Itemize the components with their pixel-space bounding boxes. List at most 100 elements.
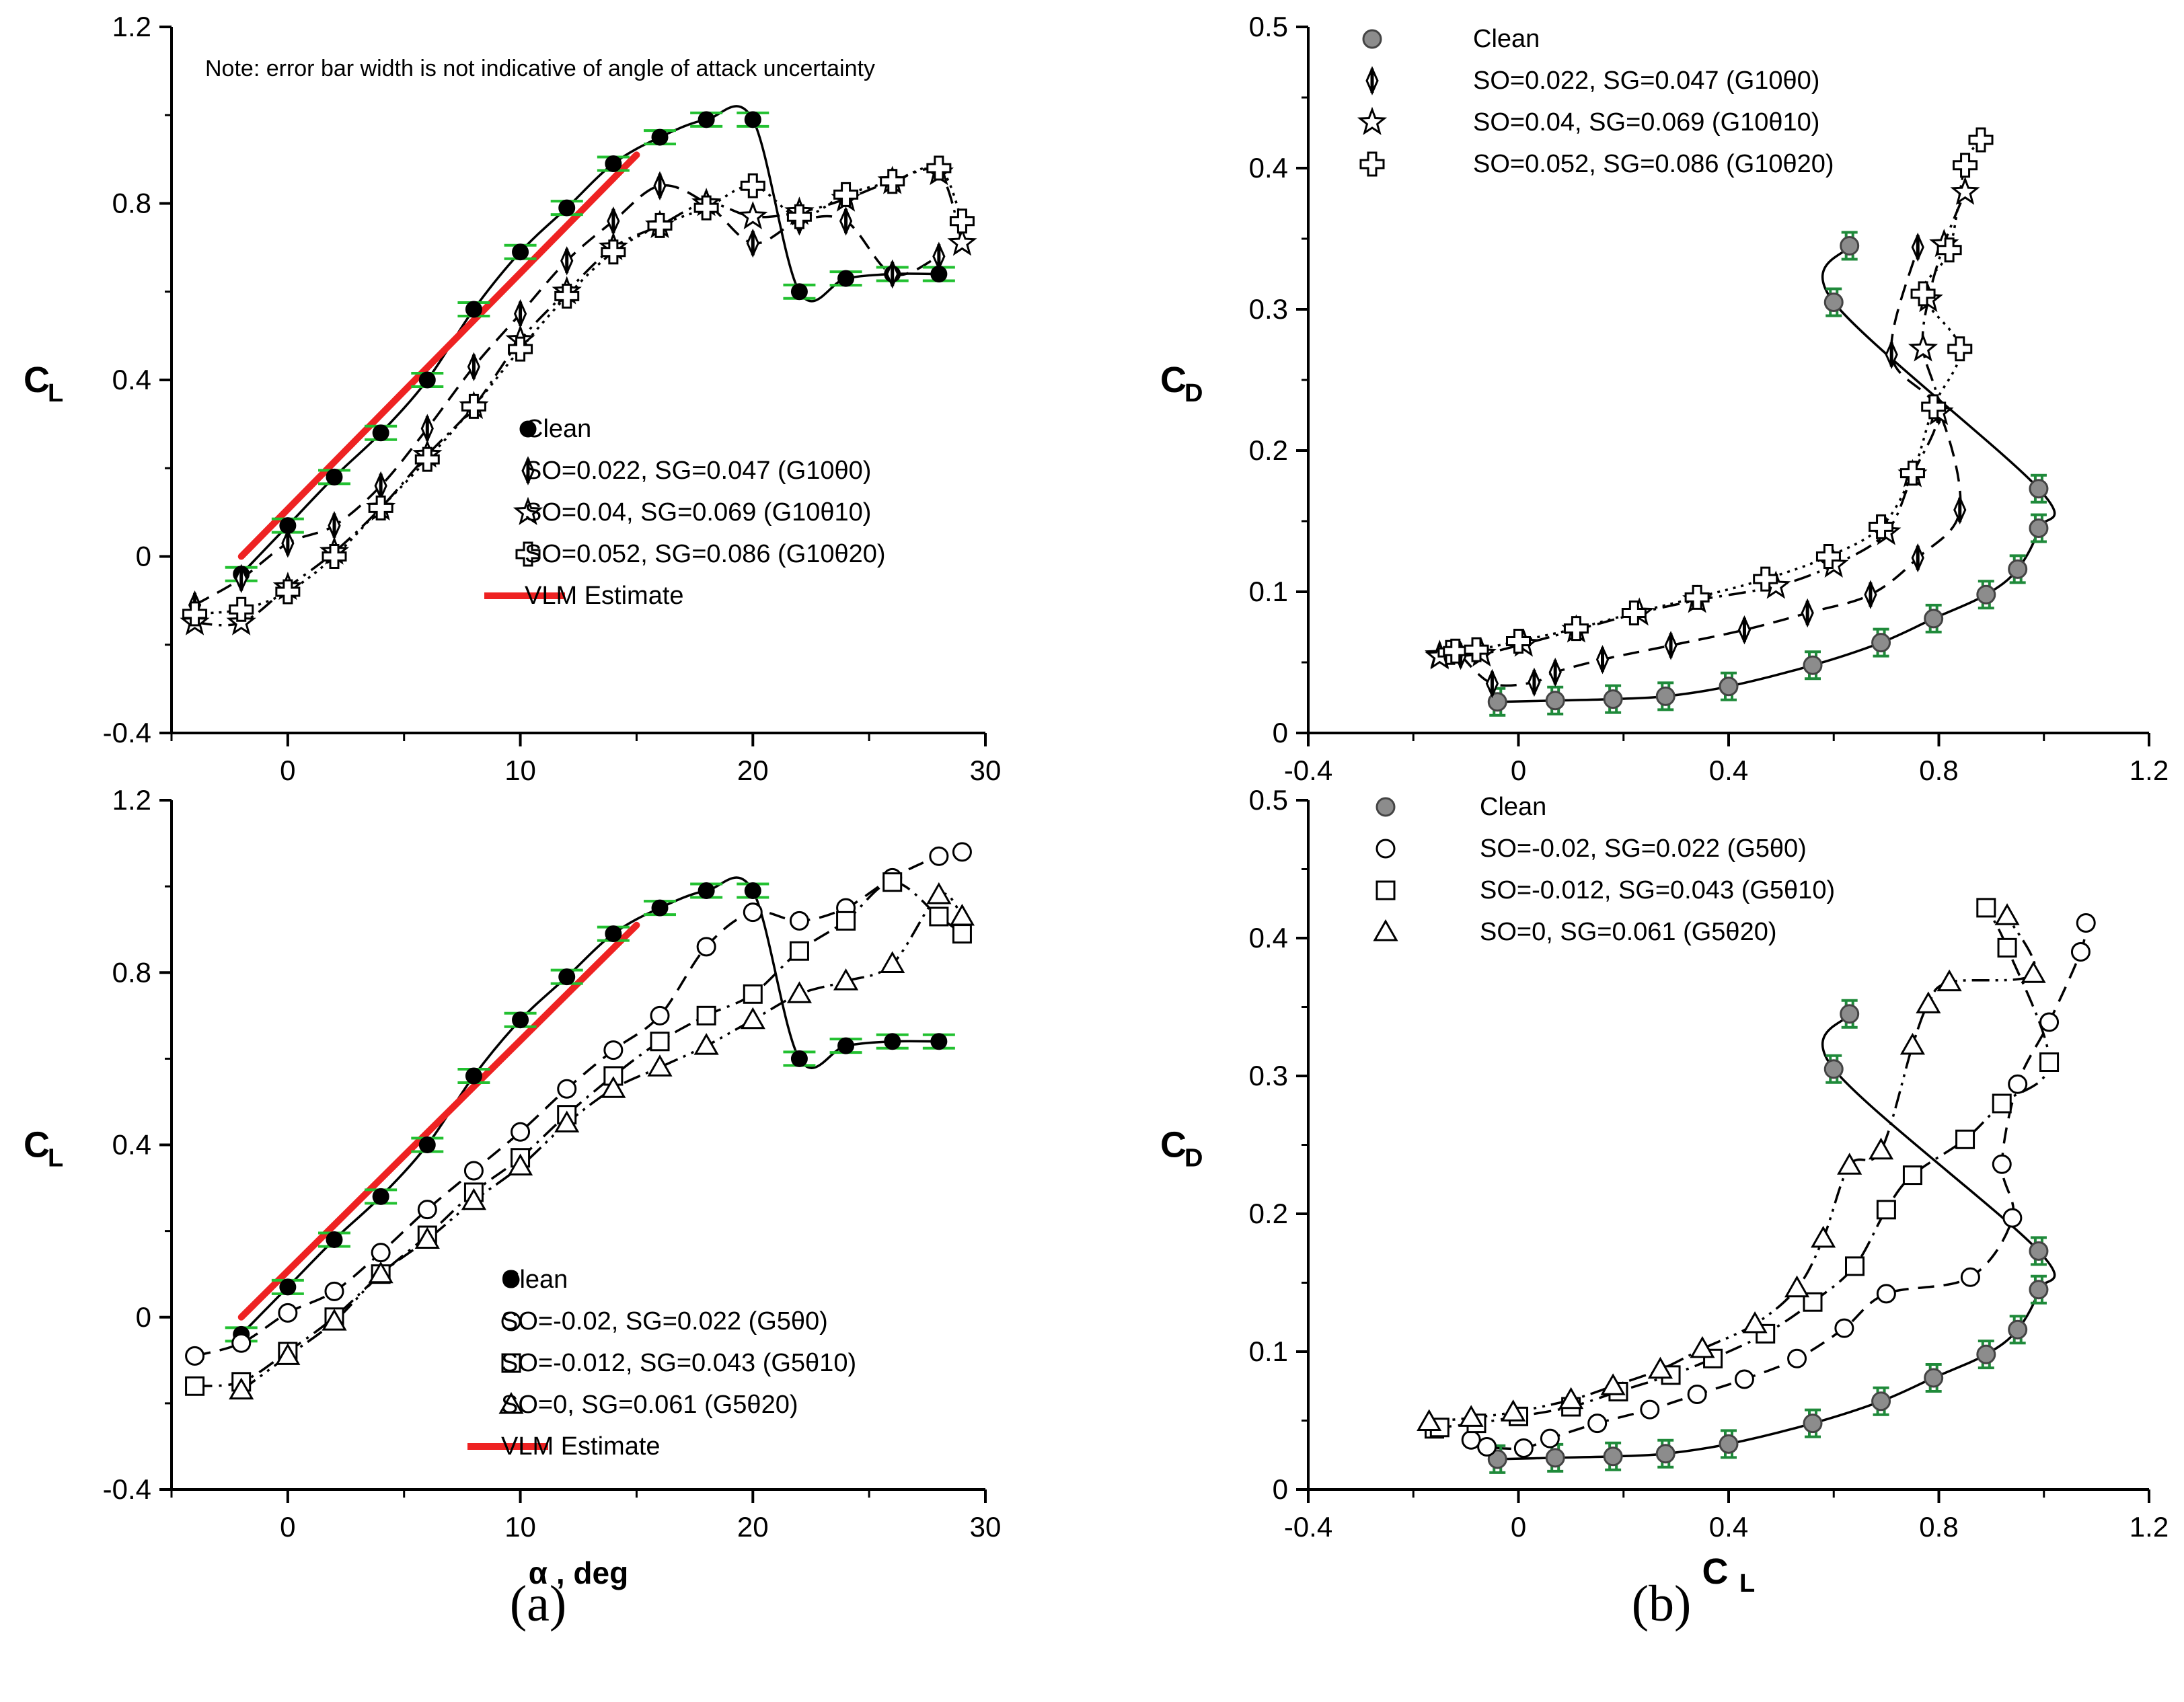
data-point	[603, 1040, 624, 1060]
series-line-1	[1460, 247, 1962, 687]
data-point	[372, 1188, 389, 1205]
y-tick-label: 0.4	[112, 1129, 151, 1161]
data-point	[789, 911, 809, 931]
y-axis-label: C	[24, 360, 50, 400]
legend-label: Clean	[501, 1266, 568, 1294]
data-point	[557, 1079, 577, 1099]
data-point	[698, 882, 715, 900]
data-point	[461, 393, 486, 419]
data-point	[2008, 1074, 2028, 1094]
data-point	[1487, 692, 1507, 712]
data-point	[1924, 609, 1944, 629]
data-point	[558, 199, 576, 217]
data-point	[1640, 1399, 1660, 1420]
data-point	[465, 1067, 482, 1085]
data-point	[650, 1005, 670, 1026]
data-point	[1924, 1368, 1944, 1388]
data-point	[1921, 394, 1947, 420]
data-point	[1600, 1373, 1626, 1395]
legend: Clean SO=0.022, SG=0.047 (G10θ0) SO=0.04, …	[484, 415, 886, 610]
data-point	[1953, 153, 1978, 178]
data-point	[558, 968, 576, 986]
data-point	[1540, 1428, 1560, 1448]
y-tick-label: 1.2	[112, 11, 151, 42]
data-point	[647, 212, 673, 238]
data-point	[930, 1033, 948, 1050]
y-tick-label: 0	[136, 1301, 151, 1333]
data-point	[418, 371, 436, 389]
data-point	[371, 1243, 391, 1263]
data-point	[696, 937, 716, 957]
x-tick-label: 0.4	[1709, 1511, 1748, 1543]
data-point	[1910, 281, 1936, 307]
series-line-0	[240, 876, 939, 1336]
x-tick-label: 1.2	[2130, 1511, 2169, 1543]
data-point	[1976, 898, 1996, 918]
chart-panel-a-top: -0.4 0 0.4 0.8 1.2 0 10 20 30 CL Clean SO=0.022, SG…	[24, 11, 1001, 786]
y-tick-label: -0.4	[103, 717, 151, 748]
y-tick-label: 0.8	[112, 188, 151, 219]
data-point	[322, 1309, 347, 1331]
x-axis-label: C	[1702, 1551, 1729, 1592]
y-tick-label: 0.2	[1249, 434, 1288, 466]
data-point	[1936, 237, 1962, 263]
data-point	[1837, 1153, 1862, 1175]
data-point	[1899, 461, 1925, 486]
data-point	[1558, 1387, 1584, 1409]
x-tick-label: 1.2	[2130, 755, 2169, 786]
data-point	[1803, 1414, 1823, 1434]
legend-label: SO=0.052, SG=0.086 (G10θ20)	[1473, 150, 1834, 178]
data-point	[786, 204, 812, 229]
data-point	[744, 882, 761, 900]
data-point	[833, 182, 859, 207]
data-point	[1464, 637, 1489, 662]
series-line-0	[240, 105, 939, 575]
data-point	[279, 1278, 297, 1296]
data-point	[1840, 236, 1860, 256]
series-line-3	[1429, 915, 2037, 1424]
data-point	[1968, 127, 1994, 153]
data-point	[229, 596, 254, 622]
data-point	[884, 1033, 901, 1050]
legend-marker	[513, 496, 543, 525]
data-point	[324, 1281, 344, 1301]
data-point	[326, 1231, 343, 1248]
legend-marker	[1362, 29, 1382, 49]
data-point	[1687, 1385, 1707, 1405]
data-point	[465, 301, 482, 318]
data-point	[229, 1377, 254, 1400]
x-tick-label: 0.8	[1919, 1511, 1958, 1543]
data-point	[231, 1333, 252, 1353]
legend-label: SO=0.052, SG=0.086 (G10θ20)	[525, 540, 886, 568]
x-tick-label: 10	[504, 755, 536, 786]
legend-marker	[501, 1311, 521, 1331]
data-point	[926, 155, 952, 181]
data-point	[698, 111, 715, 128]
legend-label: Clean	[525, 415, 591, 443]
data-point	[786, 981, 813, 1003]
data-point	[2029, 479, 2049, 499]
legend-label: SO=0.022, SG=0.047 (G10θ0)	[1473, 67, 1819, 95]
legend-marker	[519, 420, 537, 438]
y-tick-label: 0.2	[1249, 1198, 1288, 1229]
data-point	[1487, 1449, 1507, 1469]
data-point	[740, 1007, 765, 1030]
data-point	[1563, 616, 1589, 642]
x-tick-label: 20	[737, 1511, 769, 1543]
data-point	[880, 951, 905, 973]
data-point	[1621, 601, 1647, 625]
data-point	[1950, 176, 1980, 205]
legend-label: SO=-0.012, SG=0.043 (G5θ10)	[1480, 876, 1835, 904]
data-point	[693, 1033, 719, 1055]
y-tick-label: 1.2	[112, 784, 151, 816]
data-point	[1976, 1344, 1996, 1364]
data-point	[1803, 655, 1823, 675]
data-point	[740, 173, 765, 198]
y-tick-label: 0.3	[1249, 293, 1288, 325]
data-point	[952, 924, 972, 944]
legend-label: VLM Estimate	[525, 582, 684, 610]
series-line-1	[1470, 923, 2088, 1450]
legend: Clean SO=-0.02, SG=0.022 (G5θ0) SO=-0.012,…	[467, 1266, 856, 1461]
data-point	[508, 336, 533, 362]
data-point	[1545, 1448, 1565, 1468]
